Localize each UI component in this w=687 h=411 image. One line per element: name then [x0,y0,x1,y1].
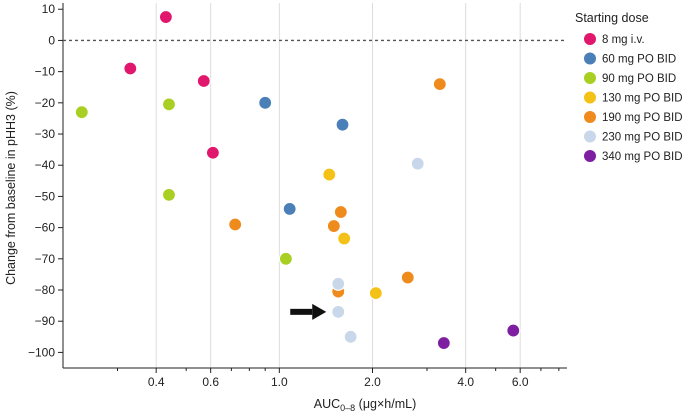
legend-marker-190-mg-po-bid [583,110,597,124]
x-tick-label: 4.0 [457,375,474,389]
y-tick-label: −50 [35,189,56,203]
x-axis-label-unit: (μg×h/mL) [355,397,416,411]
data-points [74,9,521,351]
point-60-mg-po-bid [282,201,297,216]
y-tick-label: −20 [35,96,56,110]
x-tick-label: 1.0 [271,375,288,389]
x-tick-label: 0.4 [148,375,165,389]
legend-label-8-mg-i-v: 8 mg i.v. [602,34,645,46]
x-axis-label: AUC0–8 (μg×h/mL) [314,397,416,411]
point-190-mg-po-bid [333,204,348,220]
legend-label-130-mg-po-bid: 130 mg PO BID [602,93,683,105]
point-230-mg-po-bid [410,156,425,171]
point-340-mg-po-bid [436,335,451,351]
y-tick-label: −40 [35,158,56,172]
x-tick-label: 2.0 [364,375,381,389]
point-90-mg-po-bid [278,251,293,266]
y-axis-label: Change from baseline in pHH3 (%) [4,91,18,285]
point-130-mg-po-bid [337,231,352,246]
point-90-mg-po-bid [161,187,177,202]
point-8-mg-i-v [158,9,173,25]
y-tick-label: −80 [35,283,56,297]
point-230-mg-po-bid [331,276,346,291]
legend-marker-340-mg-po-bid [583,149,597,163]
point-340-mg-po-bid [506,323,521,338]
point-190-mg-po-bid [432,77,447,92]
point-230-mg-po-bid [331,304,346,319]
legend-marker-230-mg-po-bid [583,129,597,144]
point-190-mg-po-bid [228,217,243,232]
axes: 10 0 −10 −20 −30 −40 −50 −60 −70 −80 −90 −100 0.4 0.6… [28,2,567,389]
point-130-mg-po-bid [322,167,337,182]
point-90-mg-po-bid [161,97,177,112]
legend-marker-130-mg-po-bid [583,90,597,105]
point-60-mg-po-bid [335,117,350,132]
point-8-mg-i-v [205,145,220,160]
y-tick-label: 0 [48,33,55,47]
point-130-mg-po-bid [368,286,383,301]
arrow-head [312,303,327,320]
point-230-mg-po-bid [343,329,358,344]
y-tick-label: 10 [42,2,56,16]
arrow-shaft [290,308,313,315]
legend-label-340-mg-po-bid: 340 mg PO BID [602,151,683,163]
legend-label-60-mg-po-bid: 60 mg PO BID [602,54,676,66]
y-tick-label: −30 [35,127,56,141]
x-axis-label-subscript: 0–8 [340,403,355,411]
y-tick-label: −70 [35,252,56,266]
x-tick-label: 6.0 [512,375,529,389]
x-tick-label: 0.6 [202,375,219,389]
point-90-mg-po-bid [74,105,89,120]
legend-title: Starting dose [575,11,649,25]
legend-label-230-mg-po-bid: 230 mg PO BID [602,132,683,144]
point-190-mg-po-bid [326,218,341,234]
y-tick-label: −90 [35,314,56,328]
y-tick-label: −100 [28,345,55,359]
point-8-mg-i-v [196,73,211,89]
legend-marker-8-mg-i-v [583,32,597,46]
legend: Starting dose 8 mg i.v. 60 mg PO BID 90 mg… [575,11,683,163]
legend-label-190-mg-po-bid: 190 mg PO BID [602,112,683,124]
legend-label-90-mg-po-bid: 90 mg PO BID [602,73,676,85]
point-8-mg-i-v [123,61,138,76]
annotation-group [290,303,327,320]
legend-marker-60-mg-po-bid [583,51,597,66]
legend-marker-90-mg-po-bid [583,71,597,85]
y-tick-label: −60 [35,221,56,235]
point-190-mg-po-bid [400,270,415,285]
y-tick-label: −10 [35,65,56,79]
point-60-mg-po-bid [258,95,273,110]
arrow-annotation [290,303,327,320]
x-axis-label-main: AUC [314,397,340,411]
